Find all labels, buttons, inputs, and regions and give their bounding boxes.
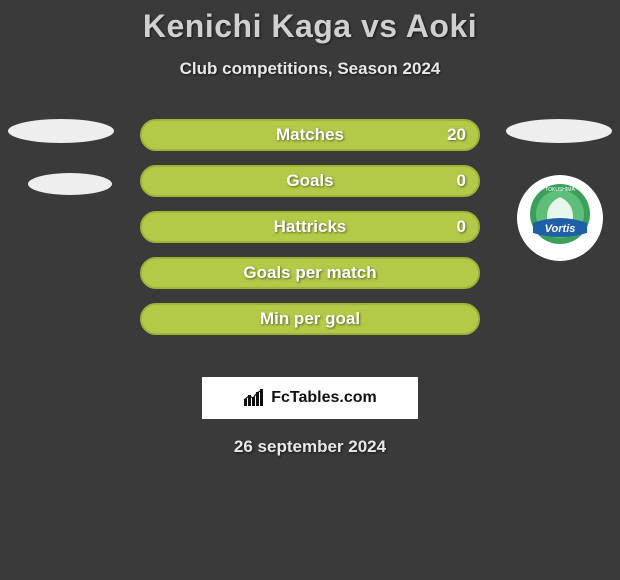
stat-label: Matches xyxy=(276,125,344,145)
page-title: Kenichi Kaga vs Aoki xyxy=(0,0,620,45)
stat-value-right: 0 xyxy=(457,217,466,237)
footer-date: 26 september 2024 xyxy=(0,437,620,457)
club-badge-graphic: Vortis TOKUSHIMA xyxy=(525,183,595,253)
stats-area: Vortis TOKUSHIMA Matches20Goals0Hattrick… xyxy=(0,119,620,359)
stat-label: Min per goal xyxy=(260,309,360,329)
brand-box[interactable]: FcTables.com xyxy=(202,377,418,419)
stat-bar: Hattricks 0 xyxy=(140,211,480,243)
stat-bar: Goals per match xyxy=(140,257,480,289)
stat-label: Goals xyxy=(286,171,333,191)
svg-text:TOKUSHIMA: TOKUSHIMA xyxy=(545,187,575,193)
placeholder-ellipse-left-1 xyxy=(8,119,114,143)
stat-label: Goals per match xyxy=(243,263,376,283)
placeholder-ellipse-left-2 xyxy=(28,173,112,195)
stat-bar: Matches 20 xyxy=(140,119,480,151)
stat-value-right: 0 xyxy=(457,171,466,191)
chart-bars-icon xyxy=(243,389,265,407)
stat-label: Hattricks xyxy=(274,217,347,237)
stat-value-right: 20 xyxy=(447,125,466,145)
placeholder-ellipse-right xyxy=(506,119,612,143)
svg-text:Vortis: Vortis xyxy=(545,223,576,235)
subtitle: Club competitions, Season 2024 xyxy=(0,59,620,79)
club-badge: Vortis TOKUSHIMA xyxy=(517,175,603,261)
brand-text: FcTables.com xyxy=(271,389,377,407)
stat-bar: Min per goal xyxy=(140,303,480,335)
stat-bar: Goals 0 xyxy=(140,165,480,197)
